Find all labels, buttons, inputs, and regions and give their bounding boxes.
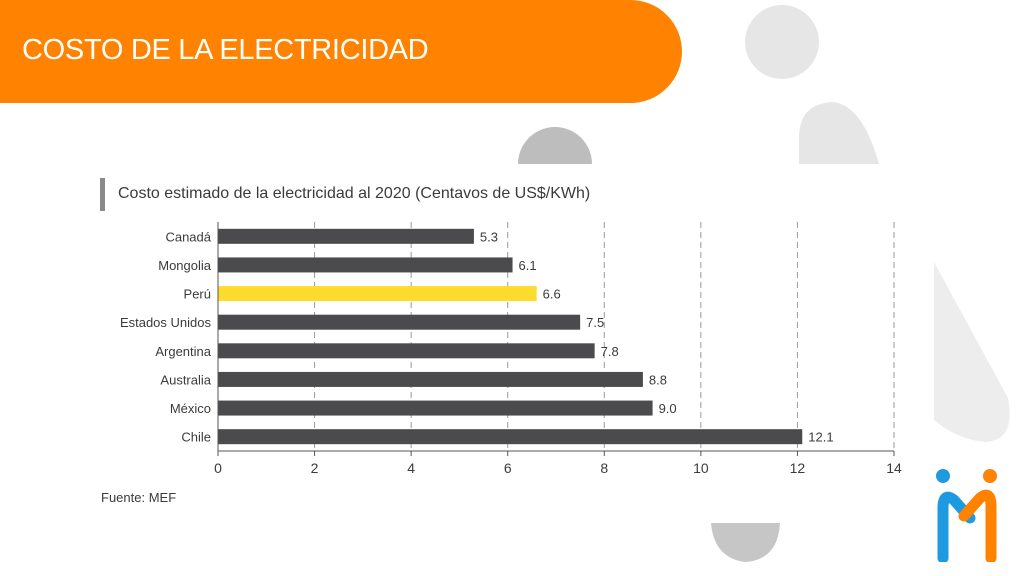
value-label: 5.3 bbox=[480, 229, 498, 244]
value-label: 9.0 bbox=[659, 401, 677, 416]
header-banner: COSTO DE LA ELECTRICIDAD bbox=[0, 0, 682, 103]
decor-half-circle-bottom bbox=[711, 523, 780, 562]
decor-circle bbox=[745, 5, 819, 79]
decor-diagonal bbox=[934, 262, 1010, 442]
category-label: Mongolia bbox=[158, 258, 212, 273]
category-label: Argentina bbox=[155, 344, 211, 359]
x-tick-label: 14 bbox=[886, 460, 902, 476]
x-tick-label: 6 bbox=[504, 460, 512, 476]
category-label: Chile bbox=[181, 430, 211, 445]
decor-dome bbox=[799, 102, 879, 164]
category-label: Perú bbox=[184, 287, 211, 302]
bar bbox=[218, 314, 581, 330]
logo-stroke-blue bbox=[937, 491, 976, 562]
x-tick-label: 10 bbox=[693, 460, 709, 476]
page-title: COSTO DE LA ELECTRICIDAD bbox=[22, 34, 429, 66]
value-label: 8.8 bbox=[649, 372, 667, 387]
category-label: Australia bbox=[160, 372, 211, 387]
x-tick-label: 0 bbox=[214, 460, 222, 476]
chart-title: Costo estimado de la electricidad al 202… bbox=[118, 185, 591, 202]
x-tick-label: 4 bbox=[407, 460, 415, 476]
value-label: 6.6 bbox=[543, 287, 561, 302]
category-label: Estados Unidos bbox=[120, 315, 212, 330]
value-label: 6.1 bbox=[519, 258, 537, 273]
decor-half-circle-top bbox=[518, 127, 592, 164]
bar bbox=[218, 400, 653, 416]
bar bbox=[218, 371, 643, 387]
x-tick-label: 12 bbox=[790, 460, 806, 476]
bar bbox=[218, 286, 537, 302]
bar bbox=[218, 429, 803, 445]
category-label: Canadá bbox=[165, 229, 211, 244]
chart-title-accent bbox=[100, 178, 105, 211]
logo-dot-blue bbox=[936, 469, 950, 483]
source-note: Fuente: MEF bbox=[101, 490, 177, 505]
bar bbox=[218, 343, 595, 359]
bar bbox=[218, 257, 513, 273]
logo-stroke-orange bbox=[958, 489, 997, 562]
value-label: 7.8 bbox=[601, 344, 619, 359]
value-label: 7.5 bbox=[586, 315, 604, 330]
brand-logo bbox=[936, 469, 997, 562]
category-label: México bbox=[170, 401, 211, 416]
logo-dot-orange bbox=[983, 469, 997, 483]
bar bbox=[218, 228, 474, 244]
x-tick-label: 2 bbox=[311, 460, 319, 476]
x-tick-label: 8 bbox=[600, 460, 608, 476]
value-label: 12.1 bbox=[808, 430, 833, 445]
